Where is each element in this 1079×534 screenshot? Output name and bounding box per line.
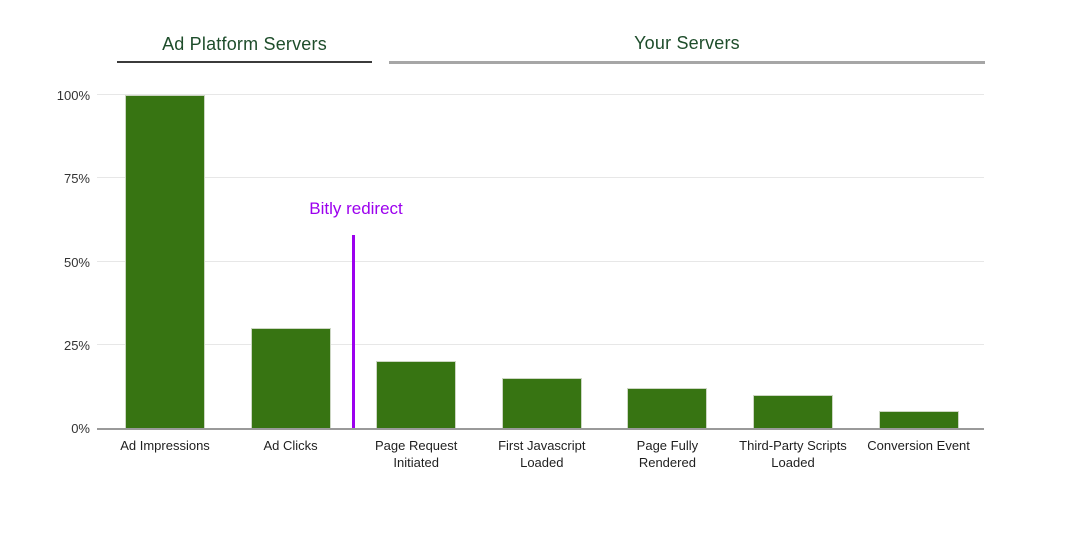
- y-tick-label: 75%: [63, 171, 90, 187]
- y-tick-label: 100%: [56, 88, 90, 103]
- x-label: Page Fully Rendered: [636, 438, 699, 470]
- bar-Page Request Initiated: [376, 361, 457, 428]
- y-tick-label: 0%: [71, 421, 90, 436]
- bar-Ad Clicks: [250, 328, 331, 428]
- plot-area: [97, 94, 984, 430]
- y-tick-label: 25%: [63, 337, 90, 353]
- group-header-your-servers: Your Servers: [389, 33, 985, 64]
- gridline-25%: [97, 343, 984, 345]
- group-header-label: Ad Platform Servers: [162, 34, 327, 54]
- bar-Page Fully Rendered: [627, 388, 708, 428]
- x-label: Ad Impressions: [120, 438, 210, 453]
- gridline-75%: [97, 177, 984, 179]
- bar-First Javascript Loaded: [501, 378, 582, 428]
- x-label: Third-Party Scripts Loaded: [739, 438, 847, 470]
- x-label: Ad Clicks: [263, 438, 318, 453]
- y-tick-label: 50%: [63, 254, 90, 270]
- gridline-100%: [97, 94, 984, 95]
- group-header-label: Your Servers: [634, 33, 740, 53]
- x-label: First Javascript Loaded: [498, 438, 586, 470]
- annotation-line: [351, 234, 355, 428]
- group-header-ad-platform-servers: Ad Platform Servers: [117, 34, 372, 63]
- bar-Ad Impressions: [125, 95, 205, 428]
- bar-Third-Party Scripts Loaded: [753, 394, 833, 428]
- x-label: Conversion Event: [867, 438, 970, 453]
- bar-Conversion Event: [878, 411, 959, 428]
- x-label: Page Request Initiated: [374, 438, 458, 470]
- annotation-label: Bitly redirect: [309, 199, 403, 218]
- gridline-50%: [97, 260, 984, 262]
